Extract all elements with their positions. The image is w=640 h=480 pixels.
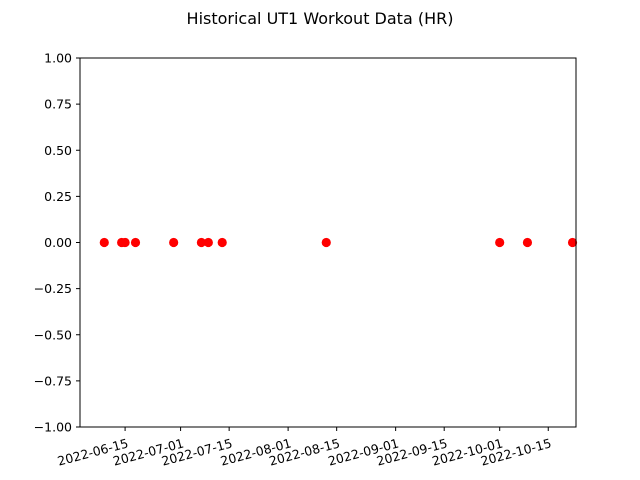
y-tick-label: −0.75 bbox=[34, 373, 72, 388]
y-tick-label: −0.50 bbox=[34, 327, 72, 342]
data-point bbox=[130, 237, 141, 248]
y-tick-label: 0.75 bbox=[44, 97, 72, 112]
data-point bbox=[99, 237, 109, 248]
data-point bbox=[522, 237, 533, 248]
data-point bbox=[196, 237, 206, 248]
data-point bbox=[217, 237, 227, 248]
y-tick-label: 0.00 bbox=[44, 235, 72, 250]
chart-title: Historical UT1 Workout Data (HR) bbox=[187, 9, 454, 28]
data-point bbox=[120, 237, 130, 248]
y-tick-label: 1.00 bbox=[44, 51, 72, 66]
y-tick-label: −1.00 bbox=[34, 420, 72, 435]
plot-layer: 1.00 0.75 0.50 0.25 0.00 −0.25 −0.50 −0.75 −1.00… bbox=[34, 51, 578, 469]
data-point bbox=[169, 237, 179, 248]
data-point bbox=[321, 237, 331, 248]
data-point bbox=[203, 237, 213, 248]
data-point bbox=[567, 237, 578, 248]
data-point bbox=[495, 237, 505, 248]
y-tick-label: 0.25 bbox=[44, 189, 72, 204]
y-tick-label: −0.25 bbox=[34, 281, 72, 296]
y-tick-label: 0.50 bbox=[44, 143, 72, 158]
